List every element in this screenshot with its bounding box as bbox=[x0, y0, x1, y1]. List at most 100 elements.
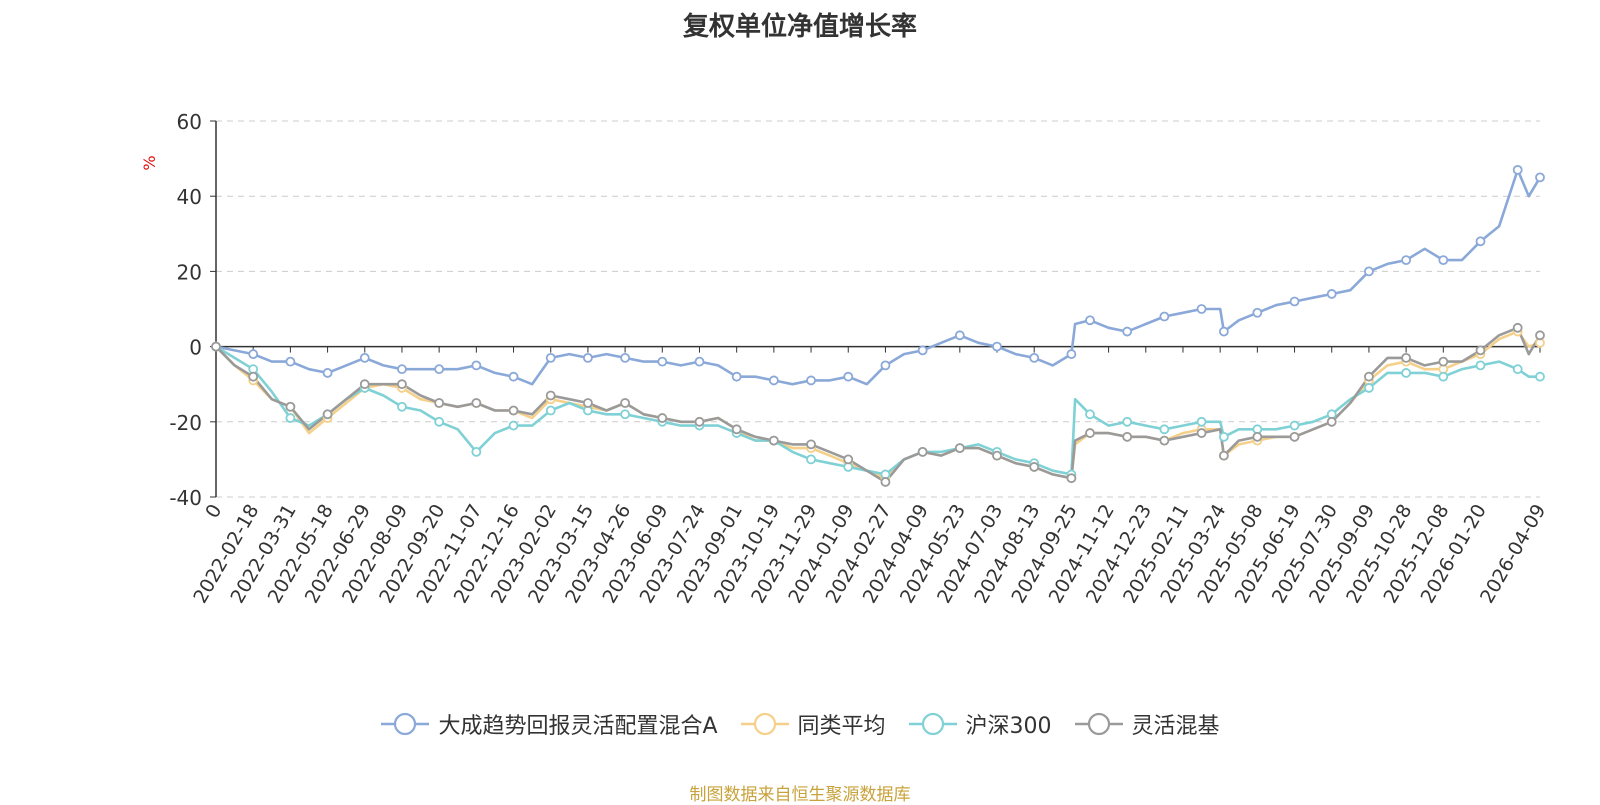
series-marker bbox=[806, 454, 816, 465]
axes bbox=[210, 120, 1541, 498]
series-marker bbox=[1066, 349, 1077, 360]
legend-item[interactable]: 灵活混基 bbox=[1074, 708, 1220, 740]
series-marker bbox=[1029, 352, 1040, 363]
series-marker bbox=[285, 401, 296, 412]
series-marker bbox=[954, 443, 965, 454]
series-marker bbox=[508, 420, 519, 431]
series-marker bbox=[1218, 326, 1229, 337]
series-marker bbox=[359, 352, 370, 363]
y-tick-label: 20 bbox=[177, 260, 202, 284]
series-marker bbox=[1438, 356, 1449, 367]
series-marker bbox=[1438, 371, 1449, 382]
series-marker bbox=[1252, 431, 1263, 442]
source-note: 制图数据来自恒生聚源数据库 bbox=[689, 785, 911, 805]
series-marker bbox=[1535, 330, 1545, 341]
legend-item[interactable]: 同类平均 bbox=[740, 708, 886, 740]
legend-item[interactable]: 沪深300 bbox=[908, 708, 1052, 740]
series-marker bbox=[397, 364, 407, 375]
series-marker bbox=[1289, 296, 1300, 307]
line-chart: 60 40 20 0 -20 -40 02022-02-182022-03-312022-… bbox=[140, 110, 1550, 607]
series-marker bbox=[806, 439, 816, 450]
series-marker bbox=[1159, 424, 1170, 435]
series-marker bbox=[285, 413, 296, 423]
series-line-0 bbox=[215, 168, 1542, 386]
series-marker bbox=[917, 345, 928, 356]
series-marker bbox=[694, 416, 705, 427]
series-marker bbox=[1085, 428, 1095, 438]
legend-label: 大成趋势回报灵活配置混合A bbox=[438, 714, 718, 739]
series-marker bbox=[843, 371, 854, 382]
series-marker bbox=[768, 435, 779, 446]
series-marker bbox=[508, 371, 519, 382]
series-marker bbox=[880, 477, 891, 487]
series-marker bbox=[397, 401, 407, 412]
series-marker bbox=[1401, 352, 1412, 363]
legend-swatch-icon bbox=[1074, 712, 1123, 736]
legend-label: 沪深300 bbox=[965, 714, 1052, 739]
series-marker bbox=[657, 413, 668, 423]
series-marker bbox=[992, 450, 1002, 461]
y-tick-label: -40 bbox=[169, 486, 202, 510]
gridlines bbox=[216, 120, 1540, 498]
series-marker bbox=[1066, 473, 1077, 484]
series-marker bbox=[1535, 172, 1545, 183]
series-marker bbox=[508, 405, 519, 416]
series-marker bbox=[434, 416, 445, 427]
series-marker bbox=[471, 446, 482, 457]
series-marker bbox=[731, 424, 742, 435]
series-marker bbox=[248, 371, 259, 382]
series-marker bbox=[917, 446, 928, 457]
series-marker bbox=[434, 398, 445, 408]
series-marker bbox=[620, 398, 631, 408]
series-marker bbox=[248, 349, 259, 360]
series-marker bbox=[322, 409, 333, 420]
y-axis-label: % bbox=[140, 155, 159, 170]
legend-item[interactable]: 大成趋势回报灵活配置混合A bbox=[380, 708, 718, 740]
legend-swatch-icon bbox=[908, 712, 957, 736]
series-marker bbox=[620, 352, 631, 363]
series-marker bbox=[1535, 371, 1545, 382]
x-tick-label: 0 bbox=[201, 501, 226, 522]
series-marker bbox=[1401, 255, 1412, 266]
series-marker bbox=[1512, 364, 1523, 375]
series-marker bbox=[583, 398, 593, 408]
series-marker bbox=[545, 390, 556, 401]
series-marker bbox=[1289, 420, 1300, 431]
series-marker bbox=[434, 364, 445, 375]
y-tick-label: 40 bbox=[177, 185, 202, 209]
y-tick-labels: 60 40 20 0 -20 -40 bbox=[169, 110, 202, 510]
series-marker bbox=[1326, 289, 1337, 299]
y-tick-label: -20 bbox=[169, 411, 202, 435]
chart-title: 复权单位净值增长率 bbox=[682, 12, 917, 42]
legend: 大成趋势回报灵活配置混合A 同类平均 沪深300 灵活混基 bbox=[0, 708, 1600, 740]
legend-swatch-icon bbox=[381, 712, 430, 736]
series-marker bbox=[1085, 409, 1095, 420]
series-marker bbox=[1218, 450, 1229, 461]
series-marker bbox=[1196, 428, 1207, 438]
series-marker bbox=[211, 341, 221, 352]
series-marker bbox=[1196, 416, 1207, 427]
series-marker bbox=[1218, 431, 1229, 442]
series-marker bbox=[1364, 266, 1374, 277]
series-marker bbox=[1326, 416, 1337, 427]
series-marker bbox=[583, 352, 593, 363]
series-marker bbox=[545, 405, 556, 416]
series-marker bbox=[1029, 462, 1040, 472]
series-marker bbox=[620, 409, 631, 420]
series-marker bbox=[359, 379, 370, 390]
series-marker bbox=[397, 379, 407, 390]
series-marker bbox=[1252, 307, 1263, 318]
series-marker bbox=[657, 356, 668, 367]
series-marker bbox=[843, 454, 854, 465]
series-marker bbox=[471, 360, 482, 371]
legend-label: 灵活混基 bbox=[1131, 714, 1220, 739]
series-marker bbox=[285, 356, 296, 367]
series-marker bbox=[1512, 164, 1523, 175]
series-marker bbox=[1196, 304, 1207, 314]
series-marker bbox=[1364, 383, 1374, 393]
series-marker bbox=[694, 356, 705, 367]
series-marker bbox=[1289, 431, 1300, 442]
series-marker bbox=[1512, 322, 1523, 333]
series-lines bbox=[215, 168, 1542, 484]
series-marker bbox=[806, 375, 816, 386]
